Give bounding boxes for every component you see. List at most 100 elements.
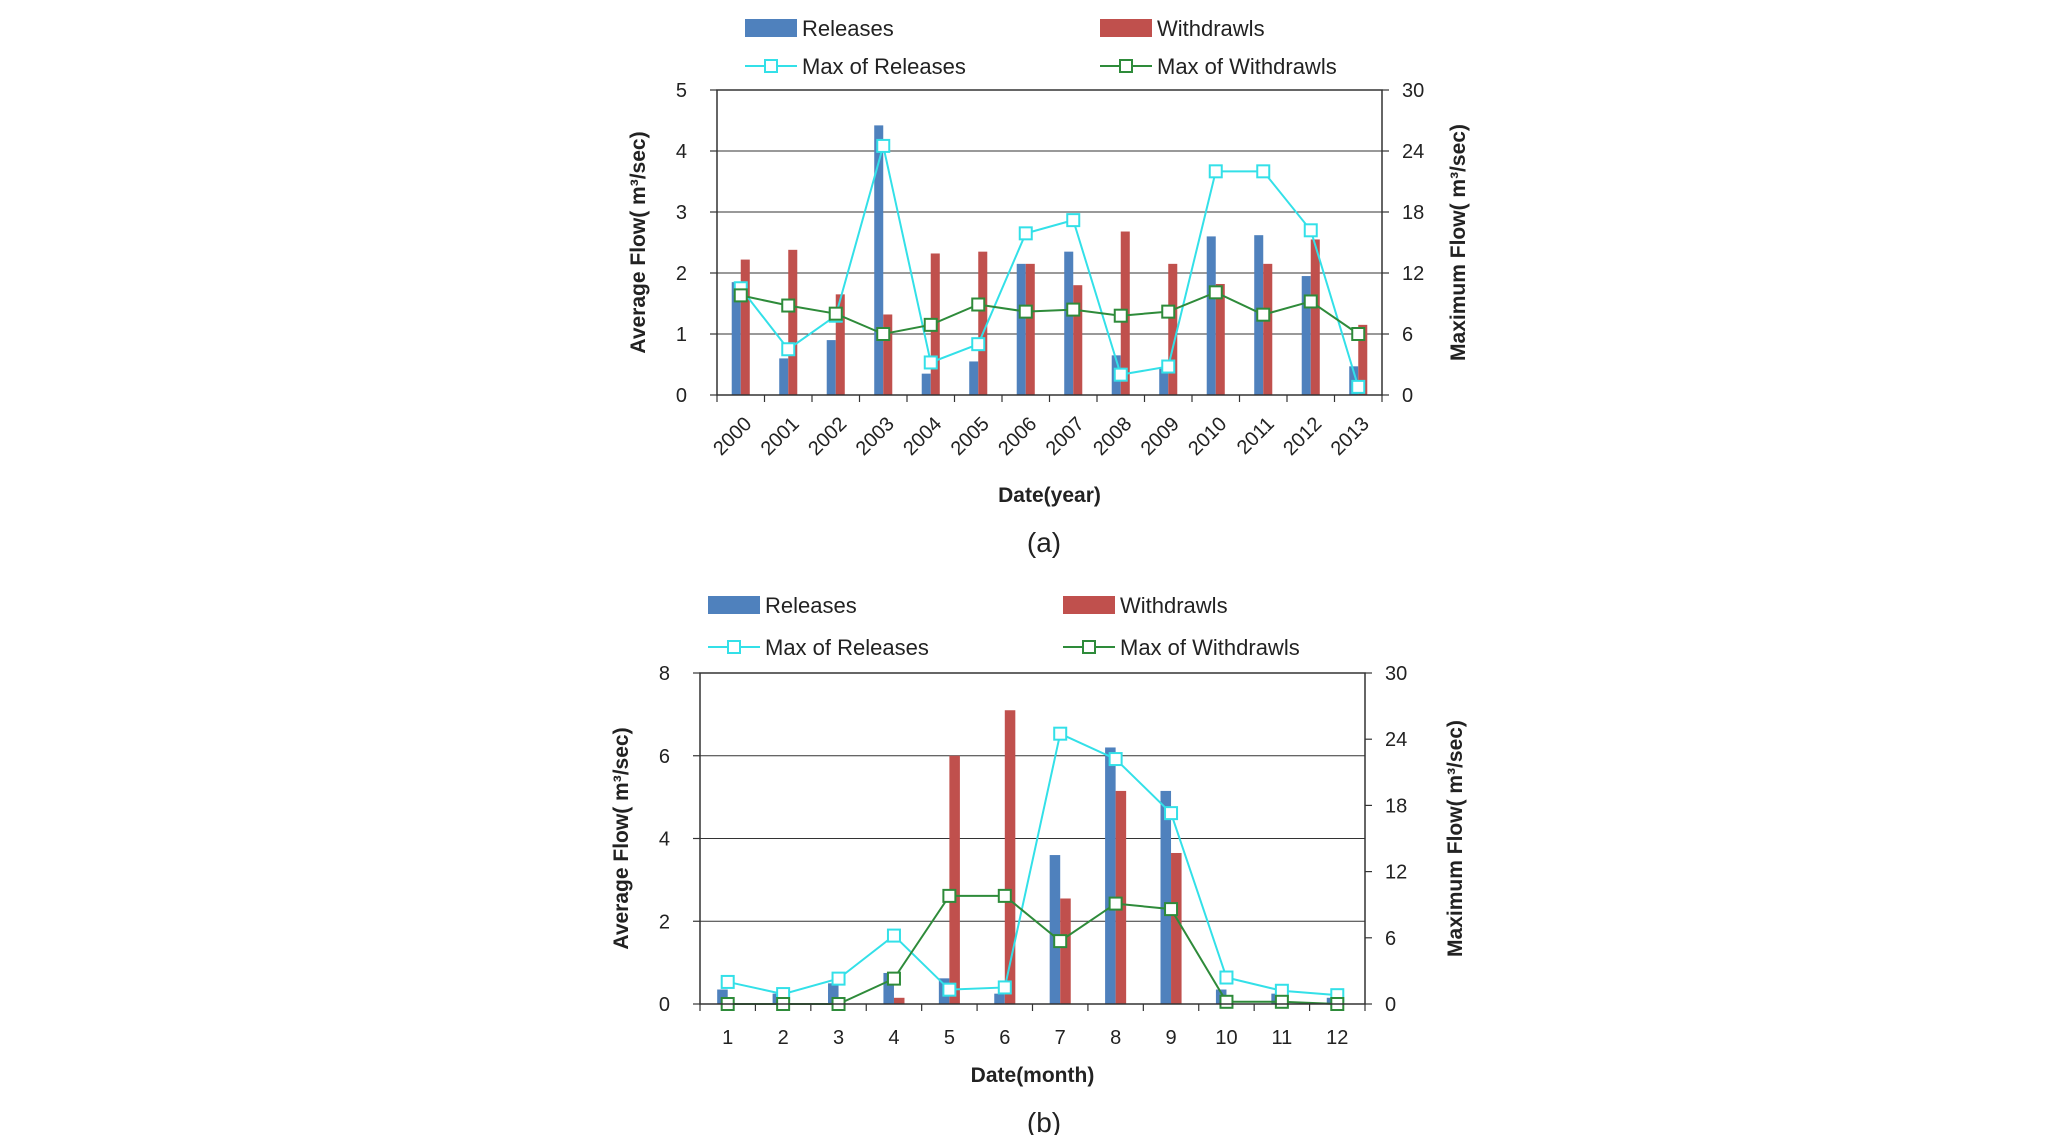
y-tick-label: 2: [676, 263, 687, 285]
max-withdrawls-marker: [923, 317, 938, 332]
withdrawls-bar: [883, 314, 893, 395]
max-withdrawls-marker: [1113, 308, 1128, 323]
x-tick-label: 5: [944, 1027, 955, 1049]
x-tick-label: 2010: [1184, 413, 1231, 460]
max-releases-marker: [1256, 164, 1271, 179]
x-tick-label: 2006: [994, 413, 1041, 460]
max-releases-marker: [1066, 213, 1081, 228]
x-tick-label: 12: [1326, 1027, 1348, 1049]
releases-bar: [1016, 263, 1026, 395]
max-releases-marker: [1018, 226, 1033, 241]
y2-axis-title: Maximum Flow( m³/sec): [1444, 720, 1467, 957]
max-withdrawls-marker: [733, 288, 748, 303]
max-releases-marker: [781, 342, 796, 357]
legend-label-max-of-releases: Max of Releases: [765, 635, 929, 660]
max-releases-marker: [923, 355, 938, 370]
x-tick-label: 2002: [804, 413, 851, 460]
releases-bar: [826, 340, 836, 395]
max-withdrawls-marker: [942, 888, 957, 903]
x-tick-label: 2012: [1279, 413, 1326, 460]
x-tick-label: 10: [1215, 1027, 1237, 1049]
x-tick-label: 2000: [709, 413, 756, 460]
max-withdrawls-marker: [1164, 902, 1179, 917]
max-withdrawls-marker: [886, 971, 901, 986]
max-releases-line: [727, 732, 1338, 997]
max-withdrawls-marker: [1208, 285, 1223, 300]
x-tick-label: 2013: [1327, 413, 1374, 460]
y-axis-title: Average Flow( m³/sec): [610, 727, 633, 949]
y-tick-label: 4: [659, 829, 670, 851]
releases-bar: [779, 358, 789, 395]
max-withdrawls-marker: [1274, 994, 1289, 1009]
legend-label-releases: Releases: [802, 16, 894, 41]
withdrawls-bar: [788, 249, 798, 395]
withdrawls-bar: [1263, 263, 1273, 395]
withdrawls-bar: [1168, 263, 1178, 395]
legend-marker-max-of-releases: [727, 640, 741, 654]
max-withdrawls-marker: [1161, 304, 1176, 319]
max-releases-marker: [1351, 379, 1366, 394]
releases-bar: [717, 989, 728, 1004]
max-releases-marker: [1219, 970, 1234, 985]
y2-tick-label: 6: [1385, 928, 1396, 950]
y-tick-label: 1: [676, 324, 687, 346]
x-tick-label: 2007: [1042, 413, 1089, 460]
max-withdrawls-marker: [781, 298, 796, 313]
max-withdrawls-marker: [1256, 307, 1271, 322]
legend-swatch-releases: [708, 596, 760, 614]
legend-marker-max-of-withdrawls: [1082, 640, 1096, 654]
max-withdrawls-marker: [1219, 994, 1234, 1009]
max-releases-marker: [1113, 367, 1128, 382]
withdrawls-bar: [893, 997, 905, 1004]
legend-swatch-withdrawls: [1063, 596, 1115, 614]
panel-caption: (b): [1027, 1107, 1061, 1135]
max-releases-marker: [1161, 359, 1176, 374]
y2-tick-label: 18: [1385, 795, 1407, 817]
max-releases-marker: [1164, 806, 1179, 821]
x-tick-label: 2001: [757, 413, 804, 460]
legend-label-max-of-withdrawls: Max of Withdrawls: [1157, 54, 1337, 79]
y2-tick-label: 6: [1402, 324, 1413, 346]
y2-tick-label: 12: [1385, 862, 1407, 884]
y2-tick-label: 24: [1385, 729, 1407, 751]
panel-caption: (a): [1027, 527, 1061, 558]
y2-tick-label: 0: [1402, 385, 1413, 407]
y-tick-label: 5: [676, 80, 687, 102]
releases-bar: [1064, 251, 1074, 395]
max-withdrawls-marker: [1351, 327, 1366, 341]
max-withdrawls-marker: [828, 306, 843, 321]
legend-label-max-of-withdrawls: Max of Withdrawls: [1120, 635, 1300, 660]
x-tick-label: 4: [888, 1027, 899, 1049]
withdrawls-bar: [1310, 239, 1320, 395]
max-releases-marker: [997, 980, 1012, 995]
max-releases-marker: [1053, 726, 1068, 741]
y-tick-label: 2: [659, 911, 670, 933]
withdrawls-bar: [1215, 283, 1225, 395]
x-tick-label: 2003: [852, 413, 899, 460]
withdrawls-bar: [949, 755, 960, 1004]
y2-tick-label: 30: [1402, 80, 1424, 102]
y-tick-label: 3: [676, 202, 687, 224]
y-tick-label: 0: [676, 385, 687, 407]
releases-bar: [994, 993, 1005, 1004]
withdrawls-bar: [1025, 263, 1035, 395]
legend-label-releases: Releases: [765, 593, 857, 618]
x-tick-label: 2008: [1089, 413, 1136, 460]
releases-bar: [1105, 747, 1116, 1004]
max-releases-marker: [876, 138, 891, 153]
releases-bar: [828, 983, 839, 1004]
max-releases-marker: [971, 337, 986, 352]
max-withdrawls-marker: [1303, 294, 1318, 309]
releases-bar: [1301, 276, 1311, 395]
max-withdrawls-line: [740, 291, 1359, 336]
max-withdrawls-line: [727, 894, 1338, 1005]
withdrawls-bar: [1171, 852, 1182, 1004]
max-releases-marker: [1303, 223, 1318, 238]
y-tick-label: 0: [659, 994, 670, 1016]
plot-frame: [716, 89, 1383, 396]
legend-marker-max-of-releases: [764, 59, 778, 73]
x-tick-label: 6: [999, 1027, 1010, 1049]
legend-label-max-of-releases: Max of Releases: [802, 54, 966, 79]
